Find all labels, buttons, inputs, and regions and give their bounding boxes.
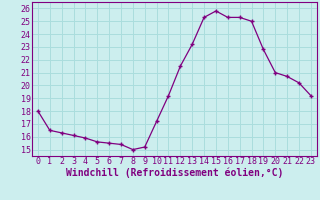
X-axis label: Windchill (Refroidissement éolien,°C): Windchill (Refroidissement éolien,°C) [66, 168, 283, 178]
